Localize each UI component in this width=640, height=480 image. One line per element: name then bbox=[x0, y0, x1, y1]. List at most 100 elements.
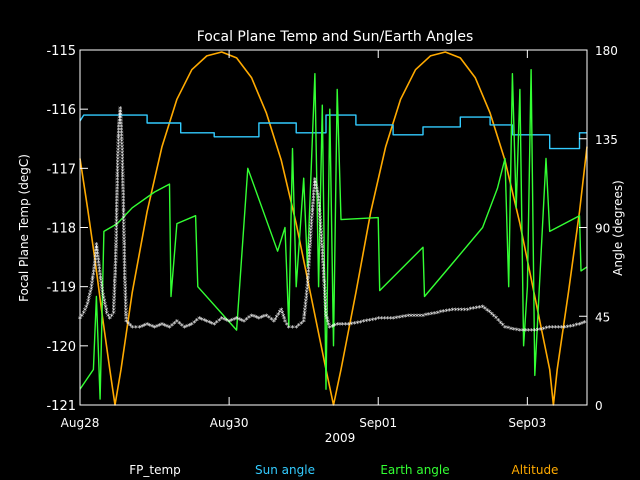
fp-temp-point: * bbox=[92, 268, 96, 277]
fp-temp-point: * bbox=[355, 319, 359, 328]
fp-temp-point: * bbox=[124, 309, 128, 318]
fp-temp-point: * bbox=[475, 305, 479, 314]
fp-temp-point: * bbox=[311, 197, 315, 206]
fp-temp-point: * bbox=[122, 244, 126, 253]
fp-temp-point: * bbox=[548, 324, 552, 333]
legend-item: FP_temp bbox=[129, 463, 181, 477]
fp-temp-point: * bbox=[86, 298, 90, 307]
fp-temp-point: * bbox=[303, 306, 307, 315]
fp-temp-point: * bbox=[321, 265, 325, 274]
fp-temp-point: * bbox=[321, 262, 325, 271]
fp-temp-point: * bbox=[121, 167, 125, 176]
fp-temp-point: * bbox=[115, 179, 119, 188]
fp-temp-point: * bbox=[364, 318, 368, 327]
fp-temp-point: * bbox=[312, 185, 316, 194]
fp-temp-point: * bbox=[83, 306, 87, 315]
fp-temp-point: * bbox=[175, 318, 179, 327]
fp-temp-point: * bbox=[123, 283, 127, 292]
fp-temp-point: * bbox=[95, 244, 99, 253]
fp-temp-point: * bbox=[324, 303, 328, 312]
fp-temp-point: * bbox=[580, 320, 584, 329]
fp-temp-point: * bbox=[322, 271, 326, 280]
fp-temp-point: * bbox=[112, 309, 116, 318]
fp-temp-point: * bbox=[114, 259, 118, 268]
fp-temp-point: * bbox=[120, 153, 124, 162]
fp-temp-point: * bbox=[121, 182, 125, 191]
fp-temp-point: * bbox=[114, 235, 118, 244]
fp-temp-point: * bbox=[487, 309, 491, 318]
fp-temp-point: * bbox=[122, 215, 126, 224]
fp-temp-point: * bbox=[454, 306, 458, 315]
fp-temp-point: * bbox=[116, 147, 120, 156]
fp-temp-point: * bbox=[104, 306, 108, 315]
y-right-tick-label: 180 bbox=[595, 44, 618, 58]
fp-temp-point: * bbox=[305, 286, 309, 295]
fp-temp-point: * bbox=[121, 188, 125, 197]
fp-temp-point: * bbox=[308, 235, 312, 244]
fp-temp-point: * bbox=[304, 298, 308, 307]
fp-temp-point: * bbox=[308, 241, 312, 250]
fp-temp-point: * bbox=[412, 312, 416, 321]
fp-temp-point: * bbox=[278, 309, 282, 318]
fp-temp-point: * bbox=[114, 227, 118, 236]
fp-temp-point: * bbox=[122, 238, 126, 247]
fp-temp-point: * bbox=[315, 188, 319, 197]
y-left-tick-label: -121 bbox=[46, 399, 76, 414]
y-left-tick-label: -115 bbox=[46, 44, 76, 59]
fp-temp-point: * bbox=[121, 194, 125, 203]
fp-temp-point: * bbox=[309, 229, 313, 238]
fp-temp-point: * bbox=[439, 309, 443, 318]
fp-temp-point: * bbox=[323, 300, 327, 309]
fp-temp-point: * bbox=[247, 314, 251, 323]
fp-temp-point: * bbox=[122, 209, 126, 218]
fp-temp-point: * bbox=[501, 322, 505, 331]
fp-temp-point: * bbox=[120, 144, 124, 153]
y-left-tick-label: -119 bbox=[46, 281, 76, 296]
fp-temp-point: * bbox=[92, 265, 96, 274]
fp-temp-point: * bbox=[311, 200, 315, 209]
x-tick-label: Sep03 bbox=[508, 416, 546, 430]
series-earth-angle bbox=[79, 68, 588, 400]
fp-temp-point: * bbox=[116, 158, 120, 167]
x-tick-label: Aug30 bbox=[210, 416, 249, 430]
fp-temp-point: * bbox=[346, 321, 350, 330]
fp-temp-point: * bbox=[115, 206, 119, 215]
fp-temp-point: * bbox=[116, 161, 120, 170]
fp-temp-point: * bbox=[160, 321, 164, 330]
fp-temp-point: * bbox=[433, 310, 437, 319]
fp-temp-point: * bbox=[115, 191, 119, 200]
fp-temp-point: * bbox=[272, 318, 276, 327]
fp-temp-point: * bbox=[124, 306, 128, 315]
fp-temp-point: * bbox=[521, 327, 525, 336]
fp-temp-point: * bbox=[320, 235, 324, 244]
fp-temp-point: * bbox=[306, 277, 310, 286]
fp-temp-point: * bbox=[302, 318, 306, 327]
fp-temp-point: * bbox=[118, 108, 122, 117]
fp-temp-point: * bbox=[113, 277, 117, 286]
fp-temp-point: * bbox=[114, 244, 118, 253]
fp-temp-point: * bbox=[499, 319, 503, 328]
fp-temp-point: * bbox=[358, 319, 362, 328]
fp-temp-point: * bbox=[120, 129, 124, 138]
fp-temp-point: * bbox=[485, 307, 489, 316]
y-axis-left-label: Focal Plane Temp (degC) bbox=[17, 154, 31, 302]
fp-temp-point: * bbox=[90, 283, 94, 292]
fp-temp-point: * bbox=[316, 191, 320, 200]
y-left-tick-label: -117 bbox=[46, 162, 76, 177]
fp-temp-point: * bbox=[318, 218, 322, 227]
fp-temp-point: * bbox=[445, 308, 449, 317]
fp-temp-point: * bbox=[122, 227, 126, 236]
fp-temp-point: * bbox=[306, 271, 310, 280]
legend-item: Altitude bbox=[512, 463, 559, 477]
fp-temp-point: * bbox=[116, 150, 120, 159]
fp-temp-point: * bbox=[116, 135, 120, 144]
fp-temp-point: * bbox=[84, 303, 88, 312]
fp-temp-point: * bbox=[469, 306, 473, 315]
fp-temp-point: * bbox=[463, 306, 467, 315]
fp-temp-point: * bbox=[91, 274, 95, 283]
fp-temp-point: * bbox=[575, 322, 579, 331]
fp-temp-point: * bbox=[114, 250, 118, 259]
fp-temp-point: * bbox=[140, 323, 144, 332]
fp-temp-point: * bbox=[120, 161, 124, 170]
fp-temp-point: * bbox=[122, 247, 126, 256]
